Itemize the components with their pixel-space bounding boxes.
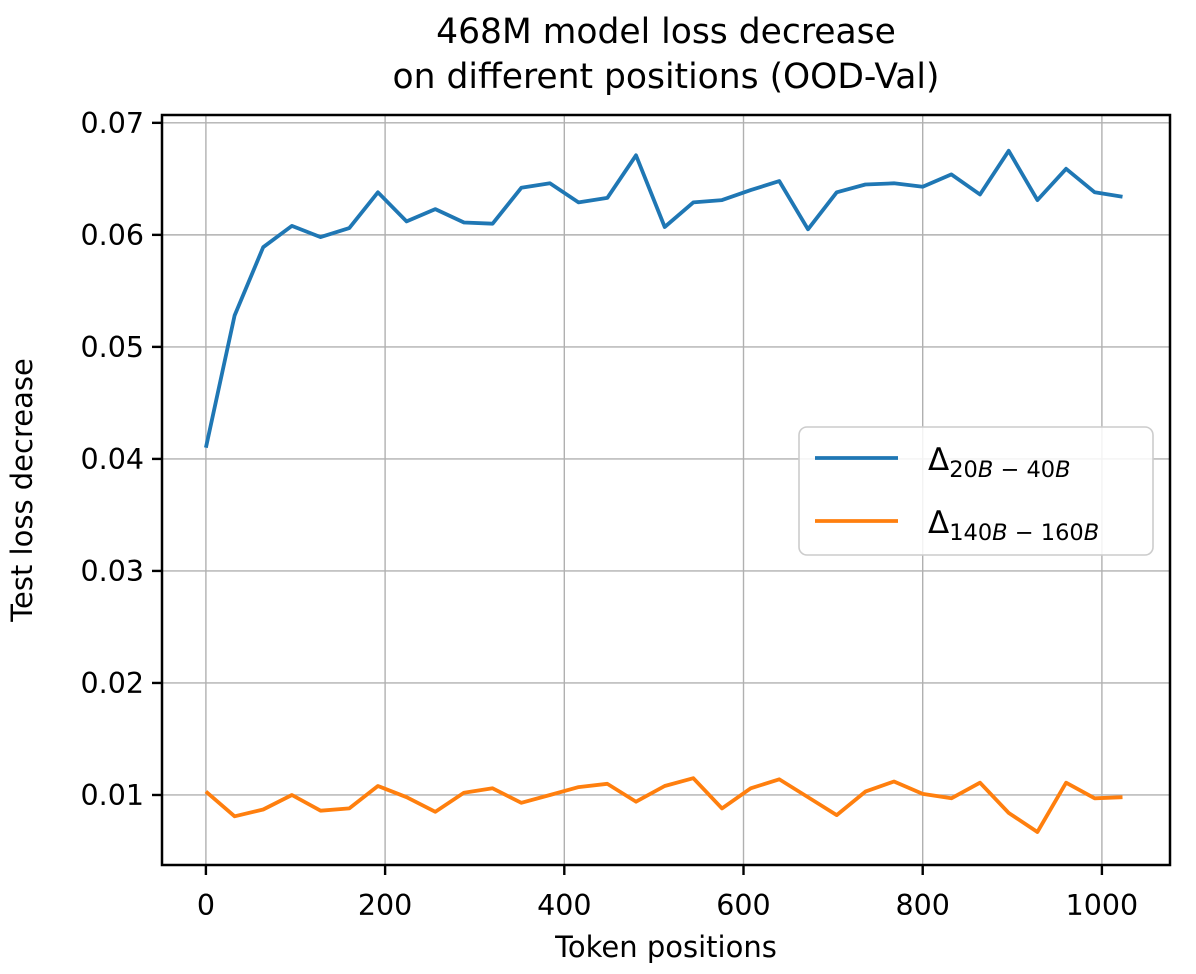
x-tick-label: 0: [197, 889, 215, 922]
series-line-delta-20B-40B: [204, 148, 1123, 449]
axes: [152, 113, 1172, 875]
y-tick-label: 0.03: [81, 555, 144, 588]
y-tick-label: 0.02: [81, 667, 144, 700]
x-tick-label: 200: [358, 889, 412, 922]
y-axis-label: Test loss decrease: [5, 358, 39, 623]
legend-label: Δ140B − 160B: [928, 505, 1099, 546]
y-tick-label: 0.06: [81, 219, 144, 252]
y-tick-label: 0.01: [81, 779, 144, 812]
tick-labels: 0 200 400 600 800 1000 0.01 0.02 0.03 0.04 0.05 0.0…: [81, 107, 1139, 922]
plot-spines: [160, 113, 1172, 867]
chart-title-line-1: 468M model loss decrease: [436, 12, 896, 52]
titles: 468M model loss decrease on different po…: [5, 12, 939, 964]
x-tick-label: 400: [537, 889, 591, 922]
y-tick-label: 0.07: [81, 107, 144, 140]
legend-label: Δ20B − 40B: [928, 442, 1071, 483]
y-tick-label: 0.05: [81, 331, 144, 364]
series-line-delta-140B-160B: [204, 776, 1123, 834]
chart-title-line-2: on different positions (OOD-Val): [393, 57, 940, 97]
x-tick-label: 600: [716, 889, 770, 922]
series: [204, 148, 1123, 834]
x-tick-label: 1000: [1066, 889, 1139, 922]
x-tick-label: 800: [896, 889, 950, 922]
legend: Δ20B − 40B Δ140B − 160B: [798, 426, 1154, 556]
y-tick-label: 0.04: [81, 443, 144, 476]
x-axis-label: Token positions: [554, 930, 777, 964]
